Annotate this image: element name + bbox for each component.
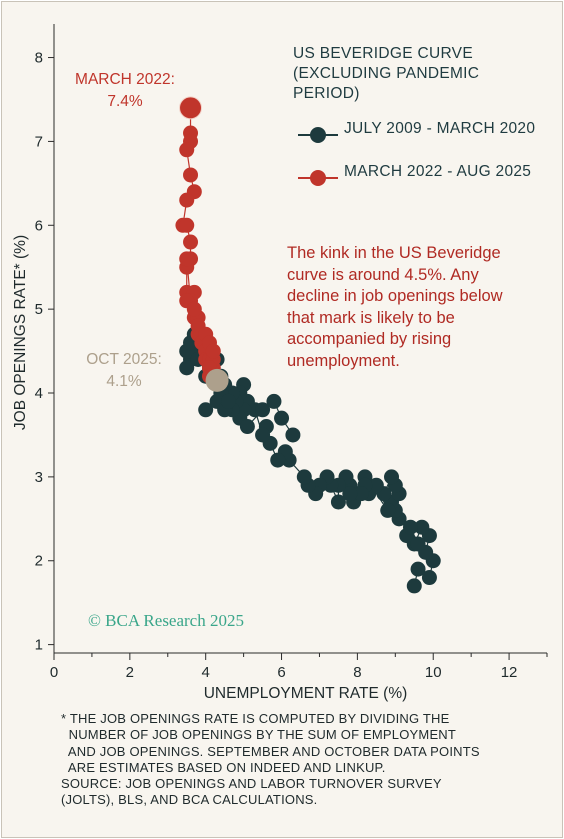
footnote-line: * THE JOB OPENINGS RATE IS COMPUTED BY D… <box>61 711 450 726</box>
footnote-line: SOURCE: JOB OPENINGS AND LABOR TURNOVER … <box>61 776 442 792</box>
copyright-watermark: © BCA Research 2025 <box>88 611 244 630</box>
data-point <box>402 519 418 535</box>
legend-item-2022-2025: MARCH 2022 - AUG 2025 <box>298 162 548 202</box>
data-point <box>186 301 202 317</box>
data-point <box>270 452 286 468</box>
y-tick-label: 8 <box>35 50 43 67</box>
y-tick-label: 7 <box>35 133 43 150</box>
footnote-line: NUMBER OF JOB OPENINGS BY THE SUM OF EMP… <box>61 727 457 743</box>
x-tick-label: 0 <box>50 664 58 681</box>
footnote-line: ARE ESTIMATES BASED ON INDEED AND LINKUP… <box>61 759 386 775</box>
highlight-label: OCT 2025: <box>86 351 162 368</box>
x-tick-label: 4 <box>202 664 210 681</box>
data-point <box>410 561 426 577</box>
y-tick-label: 2 <box>35 553 43 570</box>
data-point <box>342 486 358 502</box>
footnote-line: AND JOB OPENINGS. SEPTEMBER AND OCTOBER … <box>61 743 480 759</box>
data-point <box>179 251 195 267</box>
data-point <box>384 469 400 485</box>
legend-label: MARCH 2022 - AUG 2025 <box>344 163 532 180</box>
x-tick-label: 12 <box>501 664 518 681</box>
data-point <box>414 519 430 535</box>
x-tick-label: 2 <box>126 664 134 681</box>
x-tick-label: 10 <box>425 664 442 681</box>
y-tick-label: 3 <box>35 469 43 486</box>
footnote: * THE JOB OPENINGS RATE IS COMPUTED BY D… <box>61 711 551 809</box>
data-point <box>266 393 282 409</box>
x-axis-label: UNEMPLOYMENT RATE (%) <box>204 685 408 702</box>
x-tick-label: 6 <box>277 664 285 681</box>
highlight-label: MARCH 2022: <box>75 71 175 88</box>
highlight-point-march-2022 <box>179 96 203 120</box>
data-point <box>205 343 221 359</box>
data-point <box>179 217 195 233</box>
data-point <box>183 234 199 250</box>
data-point <box>421 570 437 586</box>
data-point <box>274 410 290 426</box>
y-tick-label: 6 <box>35 217 43 234</box>
highlight-point-oct-2025 <box>205 368 229 392</box>
data-point <box>368 477 384 493</box>
x-tick-label: 8 <box>353 664 361 681</box>
data-point <box>353 486 369 502</box>
data-point <box>239 419 255 435</box>
highlight-value: 7.4% <box>107 93 143 110</box>
data-point <box>179 360 195 376</box>
data-point <box>220 393 236 409</box>
legend-label: JULY 2009 - MARCH 2020 <box>344 120 536 137</box>
kink-annotation: The kink in the US Beveridge curve is ar… <box>287 244 503 370</box>
data-point <box>255 427 271 443</box>
data-point <box>183 167 199 183</box>
data-point <box>198 402 214 418</box>
legend-title: US BEVERIDGE CURVE (EXCLUDING PANDEMIC P… <box>293 45 480 102</box>
y-tick-label: 4 <box>35 385 43 402</box>
data-point <box>380 502 396 518</box>
data-point <box>330 494 346 510</box>
data-point <box>285 427 301 443</box>
y-tick-label: 1 <box>35 637 43 654</box>
data-point <box>406 578 422 594</box>
y-axis-label: JOB OPENINGS RATE* (%) <box>12 235 29 430</box>
y-tick-label: 5 <box>35 301 43 318</box>
legend-marker <box>310 127 326 143</box>
footnote-line: (JOLTS), BLS, AND BCA CALCULATIONS. <box>61 792 318 808</box>
data-point <box>296 469 312 485</box>
data-point <box>410 536 426 552</box>
data-point <box>179 142 195 158</box>
highlight-value: 4.1% <box>106 373 142 390</box>
data-point <box>255 402 271 418</box>
legend-item-2009-2020: JULY 2009 - MARCH 2020 <box>298 119 548 159</box>
legend-marker <box>310 170 326 186</box>
data-point <box>179 192 195 208</box>
